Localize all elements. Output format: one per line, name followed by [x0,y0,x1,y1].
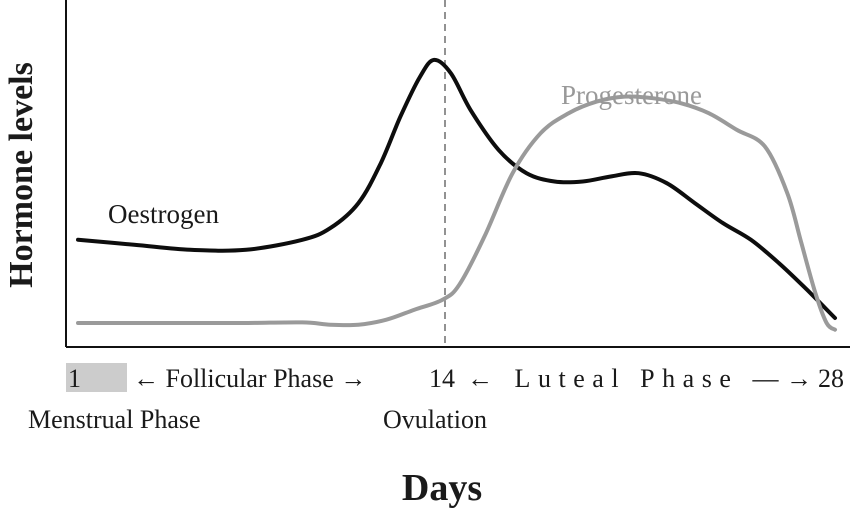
ovulation-label: Ovulation [383,405,487,434]
day-28-label: 28 [818,364,844,393]
progesterone-label: Progesterone [561,80,702,110]
x-axis-title: Days [402,467,482,509]
menstrual-phase-label: Menstrual Phase [28,405,201,434]
y-axis-title: Hormone levels [3,62,40,288]
oestrogen-label: Oestrogen [108,199,219,229]
day-1-label: 1 [68,364,81,393]
menstrual-phase-box [66,363,127,392]
oestrogen-line [76,57,837,320]
day-14-label: 14 [429,364,455,393]
follicular-phase-label: ← Follicular Phase → [133,364,366,393]
luteal-phase-label: ← Luteal Phase —→ [467,364,812,393]
progesterone-line [76,94,837,332]
